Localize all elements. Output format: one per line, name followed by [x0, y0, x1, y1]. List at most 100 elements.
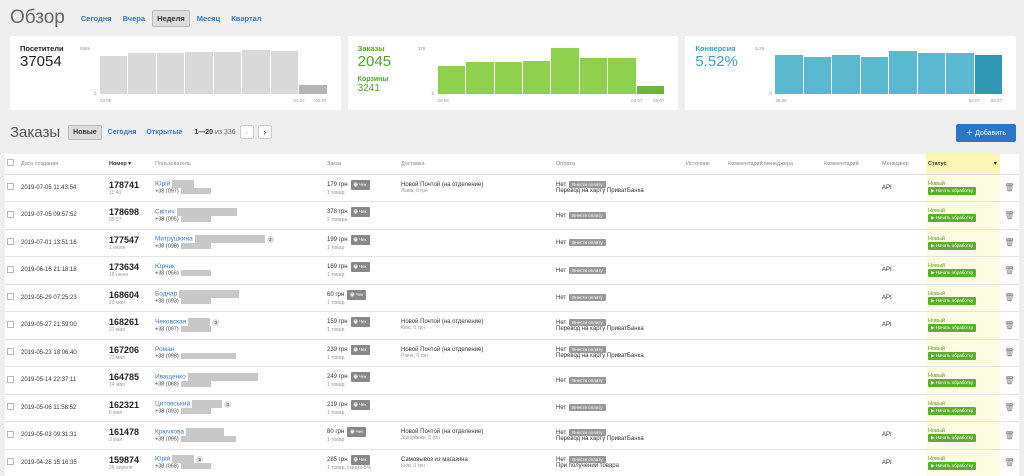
period-tab[interactable]: Сегодня	[80, 13, 112, 23]
add-payment-button[interactable]: Внести оплату	[569, 404, 606, 412]
user-name-link[interactable]: Иващенко	[155, 373, 186, 381]
start-processing-button[interactable]: ▶ Начать обработку	[928, 269, 977, 278]
add-payment-button[interactable]: Внести оплату	[569, 294, 606, 302]
manager-comment-cell	[726, 284, 822, 312]
order-number[interactable]: 164785	[109, 372, 140, 383]
print-check-button[interactable]: 🖶 Чек	[347, 427, 367, 438]
row-checkbox[interactable]	[7, 238, 14, 246]
order-number[interactable]: 161478	[109, 427, 140, 438]
add-payment-button[interactable]: Внести оплату	[569, 181, 606, 189]
print-check-button[interactable]: 🖶 Чек	[350, 454, 370, 465]
trash-icon[interactable]: 🗑	[1004, 403, 1015, 413]
order-number[interactable]: 168604	[109, 289, 140, 300]
column-header[interactable]: Номер ▾	[107, 154, 153, 175]
order-number[interactable]: 173634	[109, 262, 140, 273]
print-check-button[interactable]: 🖶 Чек	[350, 317, 370, 328]
start-processing-button[interactable]: ▶ Начать обработку	[928, 406, 977, 415]
trash-icon[interactable]: 🗑	[1004, 210, 1015, 220]
start-processing-button[interactable]: ▶ Начать обработку	[928, 351, 977, 360]
start-processing-button[interactable]: ▶ Начать обработку	[928, 296, 977, 305]
order-number[interactable]: 159874	[109, 454, 140, 465]
user-name-link[interactable]: Митрушкина	[155, 236, 193, 244]
trash-icon[interactable]: 🗑	[1004, 183, 1015, 193]
trash-icon[interactable]: 🗑	[1004, 265, 1015, 275]
trash-icon[interactable]: 🗑	[1004, 458, 1015, 468]
column-header[interactable]: Статус ▼	[926, 154, 1000, 175]
start-processing-button[interactable]: ▶ Начать обработку	[928, 186, 977, 195]
order-filter-tab[interactable]: Открытые	[146, 128, 183, 136]
add-payment-button[interactable]: Внести оплату	[569, 266, 606, 274]
delete-cell: 🗑	[1000, 339, 1019, 367]
trash-icon[interactable]: 🗑	[1004, 320, 1015, 330]
row-checkbox[interactable]	[7, 293, 14, 301]
start-processing-button[interactable]: ▶ Начать обработку	[928, 461, 977, 470]
user-name-link[interactable]: Світич	[155, 208, 175, 216]
user-name-link[interactable]: Крючкова	[155, 428, 185, 436]
order-number[interactable]: 178741	[109, 179, 140, 190]
orders-count-badge: 3	[224, 401, 232, 409]
print-check-button[interactable]: 🖶 Чек	[350, 399, 370, 410]
user-name-link[interactable]: Юрій	[155, 181, 171, 189]
user-name-link[interactable]: Роман	[155, 345, 175, 353]
period-tab[interactable]: Месяц	[196, 13, 221, 23]
order-number[interactable]: 178698	[109, 207, 140, 218]
sum-line: 219 грн 🖶 Чек	[327, 399, 397, 410]
row-checkbox[interactable]	[7, 348, 14, 356]
start-processing-button[interactable]: ▶ Начать обработку	[928, 434, 977, 443]
period-tab[interactable]: Квартал	[231, 13, 262, 23]
period-tab[interactable]: Неделя	[152, 9, 190, 27]
add-payment-button[interactable]: Внести оплату	[569, 376, 606, 384]
order-number[interactable]: 167206	[109, 344, 140, 355]
print-check-button[interactable]: 🖶 Чек	[350, 372, 370, 383]
print-check-button[interactable]: 🖶 Чек	[350, 234, 370, 245]
trash-icon[interactable]: 🗑	[1004, 238, 1015, 248]
next-page-button[interactable]: ›	[257, 125, 272, 139]
user-name-link[interactable]: Юрчик	[155, 263, 175, 271]
select-all-checkbox[interactable]	[7, 159, 14, 167]
print-check-button[interactable]: 🖶 Чек	[350, 179, 370, 190]
add-payment-button[interactable]: Внести оплату	[569, 318, 606, 326]
trash-icon[interactable]: 🗑	[1004, 348, 1015, 358]
trash-icon[interactable]: 🗑	[1004, 293, 1015, 303]
print-check-button[interactable]: 🖶 Чек	[350, 207, 370, 218]
add-order-button[interactable]: ＋ Добавить	[956, 124, 1016, 142]
order-filter-tab[interactable]: Сегодня	[107, 128, 137, 136]
start-processing-button[interactable]: ▶ Начать обработку	[928, 241, 977, 250]
row-checkbox[interactable]	[7, 265, 14, 273]
comment-cell	[822, 339, 880, 367]
order-number[interactable]: 177547	[109, 234, 140, 245]
print-check-button[interactable]: 🖶 Чек	[350, 262, 370, 273]
row-checkbox[interactable]	[7, 375, 14, 383]
row-checkbox[interactable]	[7, 210, 14, 218]
print-check-button[interactable]: 🖶 Чек	[350, 344, 370, 355]
prev-page-button[interactable]: ‹	[239, 125, 254, 139]
order-number[interactable]: 168261	[109, 317, 140, 328]
user-name-link[interactable]: Цитовський	[155, 401, 191, 409]
start-processing-button[interactable]: ▶ Начать обработку	[928, 379, 977, 388]
add-payment-button[interactable]: Внести оплату	[569, 346, 606, 354]
print-check-button[interactable]: 🖶 Чек	[347, 289, 367, 300]
user-name-link[interactable]: Чековская	[155, 318, 187, 326]
row-checkbox[interactable]	[7, 430, 14, 438]
row-checkbox[interactable]	[7, 320, 14, 328]
row-checkbox[interactable]	[7, 403, 14, 411]
add-payment-button[interactable]: Внести оплату	[569, 428, 606, 436]
order-filter-tab[interactable]: Новые	[68, 124, 102, 140]
user-name-link[interactable]: Боднар	[155, 291, 178, 299]
add-payment-button[interactable]: Внести оплату	[569, 239, 606, 247]
trash-icon[interactable]: 🗑	[1004, 375, 1015, 385]
filter-icon[interactable]: ▼	[992, 160, 998, 167]
add-payment-button[interactable]: Внести оплату	[569, 456, 606, 464]
add-payment-button[interactable]: Внести оплату	[569, 211, 606, 219]
start-processing-button[interactable]: ▶ Начать обработку	[928, 324, 977, 333]
chart-bar	[270, 51, 299, 94]
payment-cell: Нет Внести оплату Перевод на карту ПриватБ…	[554, 421, 684, 450]
order-number[interactable]: 162321	[109, 399, 140, 410]
row-checkbox[interactable]	[7, 183, 14, 191]
trash-icon[interactable]: 🗑	[1004, 430, 1015, 440]
user-name-link[interactable]: Юрій	[155, 456, 171, 464]
start-processing-button[interactable]: ▶ Начать обработку	[928, 214, 977, 223]
payment-line: Нет Внести оплату	[556, 239, 682, 247]
row-checkbox[interactable]	[7, 458, 14, 466]
period-tab[interactable]: Вчера	[122, 13, 146, 23]
